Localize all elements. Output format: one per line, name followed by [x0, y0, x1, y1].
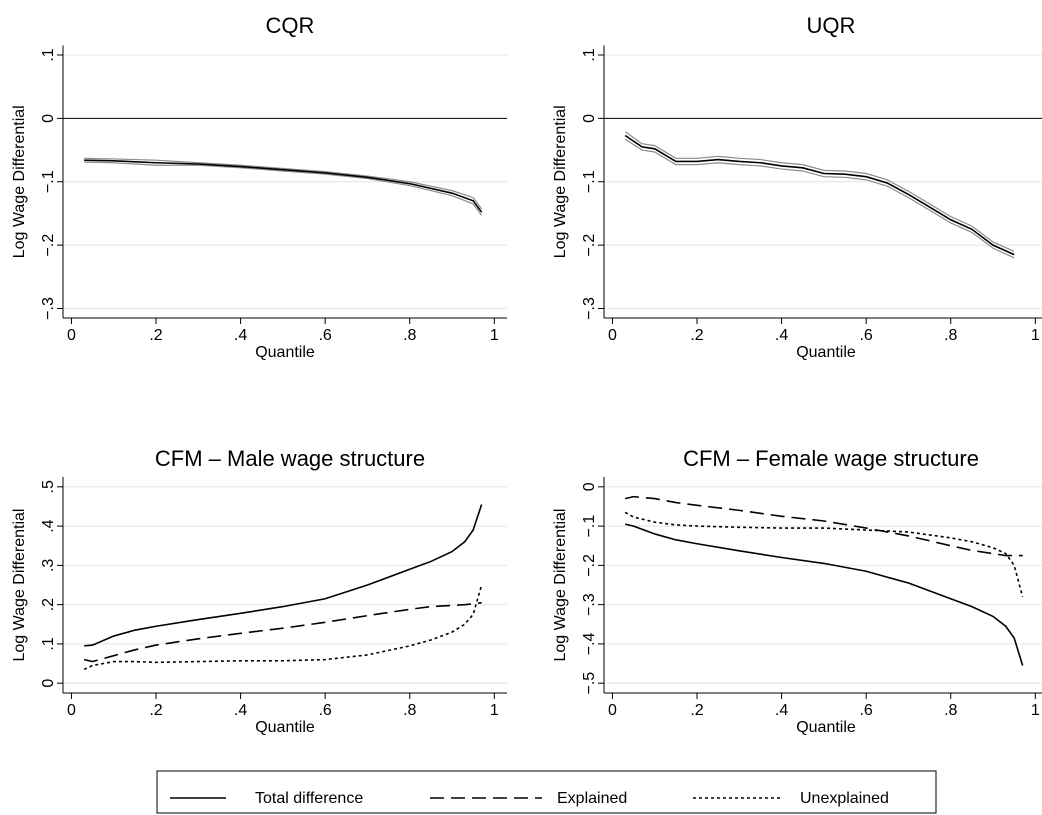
x-tick-label: 1 — [490, 702, 499, 719]
data-line — [624, 511, 1024, 597]
y-tick-label: −.5 — [581, 672, 598, 695]
data-line — [624, 495, 1023, 557]
y-tick-label: −.2 — [581, 554, 598, 577]
x-tick-label: 0 — [67, 702, 76, 719]
x-tick-label: .4 — [234, 327, 247, 344]
panel: UQR −.3 −.2 −.1 0 .1 0 .2 .4 .6 .8 1 Quantile Log Wag… — [552, 13, 1042, 361]
data-line — [83, 601, 482, 663]
y-tick-label: −.4 — [581, 632, 598, 655]
y-tick-label: 0 — [581, 482, 598, 491]
y-tick-label: .3 — [40, 559, 57, 572]
y-tick-label: −.3 — [581, 297, 598, 320]
x-tick-label: .6 — [318, 327, 331, 344]
y-tick-label: 0 — [40, 114, 57, 123]
x-tick-label: .8 — [403, 702, 416, 719]
chart-title: UQR — [807, 13, 856, 38]
y-axis-label: Log Wage Differential — [552, 509, 569, 662]
x-tick-label: .2 — [149, 327, 162, 344]
x-tick-label: .8 — [944, 702, 957, 719]
legend-label: Unexplained — [800, 790, 889, 807]
data-line — [84, 504, 483, 647]
y-tick-label: 0 — [40, 679, 57, 688]
panel: CFM – Female wage structure −.5 −.4 −.3 −.2 −… — [552, 446, 1042, 736]
x-tick-label: .4 — [775, 327, 788, 344]
panel: CQR −.3 −.2 −.1 0 .1 0 .2 .4 .6 .8 1 Quantile Log Wag… — [11, 13, 507, 361]
x-tick-label: .4 — [775, 702, 788, 719]
x-tick-label: 1 — [1031, 327, 1040, 344]
x-tick-label: 0 — [67, 327, 76, 344]
y-tick-label: 0 — [581, 114, 598, 123]
y-tick-label: .5 — [40, 480, 57, 493]
x-axis-label: Quantile — [255, 344, 315, 361]
y-tick-label: −.1 — [40, 170, 57, 193]
y-tick-label: .2 — [40, 598, 57, 611]
y-axis-label: Log Wage Differential — [11, 105, 28, 258]
y-tick-label: −.2 — [40, 234, 57, 257]
legend: Total difference Explained Unexplained — [156, 770, 937, 814]
y-axis-label: Log Wage Differential — [11, 509, 28, 662]
data-line — [84, 157, 483, 210]
y-tick-label: .4 — [40, 519, 57, 532]
y-tick-label: −.3 — [40, 297, 57, 320]
x-tick-label: .6 — [859, 702, 872, 719]
y-axis-label: Log Wage Differential — [552, 105, 569, 258]
x-tick-label: 1 — [490, 327, 499, 344]
x-axis-label: Quantile — [255, 719, 315, 736]
x-tick-label: .2 — [690, 702, 703, 719]
x-tick-label: .2 — [690, 327, 703, 344]
data-line — [624, 134, 1015, 256]
legend-box — [156, 770, 937, 814]
chart-title: CFM – Male wage structure — [155, 446, 425, 471]
legend-label: Explained — [557, 790, 627, 807]
x-tick-label: 0 — [608, 327, 617, 344]
x-tick-label: .4 — [234, 702, 247, 719]
chart-title: CQR — [266, 13, 315, 38]
panel: CFM – Male wage structure 0 .1 .2 .3 .4 .5 0 .2.… — [11, 446, 507, 736]
chart-title: CFM – Female wage structure — [683, 446, 979, 471]
x-axis-label: Quantile — [796, 344, 856, 361]
data-line — [624, 138, 1015, 259]
x-tick-label: .6 — [859, 327, 872, 344]
y-tick-label: −.1 — [581, 170, 598, 193]
data-line — [84, 159, 483, 213]
data-line — [624, 131, 1015, 253]
y-tick-label: −.2 — [581, 234, 598, 257]
y-tick-label: −.3 — [581, 593, 598, 616]
x-axis-label: Quantile — [796, 719, 856, 736]
data-line — [84, 161, 483, 216]
legend-label: Total difference — [255, 790, 363, 807]
y-tick-label: .1 — [40, 637, 57, 650]
x-tick-label: 0 — [608, 702, 617, 719]
x-tick-label: 1 — [1031, 702, 1040, 719]
x-tick-label: .6 — [318, 702, 331, 719]
data-line — [83, 584, 483, 671]
x-tick-label: .8 — [403, 327, 416, 344]
data-line — [624, 523, 1024, 666]
y-tick-label: −.1 — [581, 515, 598, 538]
y-tick-label: .1 — [581, 48, 598, 61]
y-tick-label: .1 — [40, 48, 57, 61]
x-tick-label: .8 — [944, 327, 957, 344]
x-tick-label: .2 — [149, 702, 162, 719]
